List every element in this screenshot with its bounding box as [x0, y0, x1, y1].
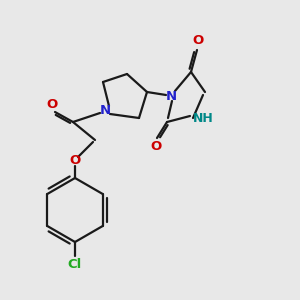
Text: NH: NH [193, 112, 213, 124]
Text: N: N [99, 103, 111, 116]
Text: N: N [165, 89, 177, 103]
Text: O: O [69, 154, 81, 167]
Text: Cl: Cl [68, 257, 82, 271]
Text: O: O [192, 34, 204, 47]
Text: O: O [150, 140, 162, 152]
Text: O: O [46, 98, 58, 112]
